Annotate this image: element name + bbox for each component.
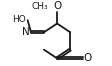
Text: O: O xyxy=(53,1,61,11)
Text: HO: HO xyxy=(12,15,26,24)
Text: CH₃: CH₃ xyxy=(32,2,48,11)
Text: O: O xyxy=(84,53,92,63)
Text: N: N xyxy=(22,27,29,37)
